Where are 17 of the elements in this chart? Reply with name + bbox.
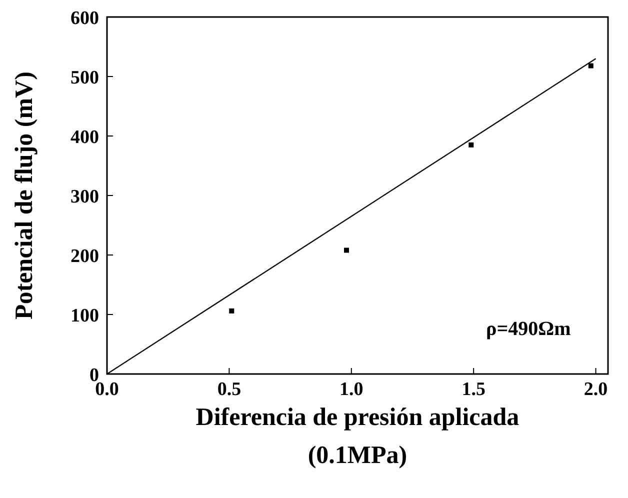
x-tick-label: 1.0 [340,379,364,400]
y-tick-label: 300 [70,186,99,208]
x-tick-label: 0.5 [217,379,242,400]
x-axis-title: Diferencia de presión aplicada (0.1MPa) [196,404,520,469]
point [344,248,349,253]
y-tick-label: 400 [70,127,99,148]
x-tick-label: 2.0 [584,379,608,400]
y-tick-label: 600 [70,8,99,29]
point [588,63,594,68]
point [468,142,474,148]
y-tick-label: 100 [70,306,99,326]
x-tick-label: 1.5 [462,379,486,400]
annotation: ρ=490Ωm [486,318,572,340]
y-axis-title: Potencial de flujo (mV) [11,72,38,320]
y-tick-label: 500 [70,68,99,88]
point [229,308,234,314]
y-tick-label: 200 [70,246,99,267]
